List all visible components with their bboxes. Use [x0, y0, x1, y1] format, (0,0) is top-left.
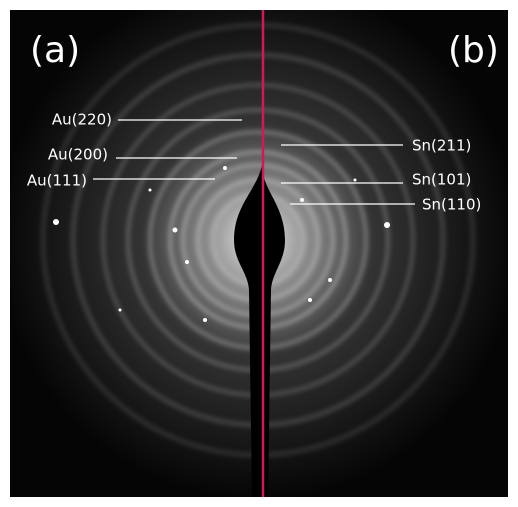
ring-label: Au(220): [52, 111, 112, 129]
figure: (a) (b) Au(220) Au(200) Au(111) Sn(211) …: [0, 0, 518, 507]
ring-label: Au(200): [48, 146, 108, 164]
ring-label: Sn(211): [412, 137, 471, 155]
ring-label: Au(111): [27, 172, 87, 190]
panel-label: (b): [448, 30, 499, 71]
ring-label: Sn(101): [412, 171, 471, 189]
diffraction-pattern: [10, 10, 508, 497]
ring-label: Sn(110): [422, 196, 481, 214]
panel-label: (a): [30, 30, 80, 71]
